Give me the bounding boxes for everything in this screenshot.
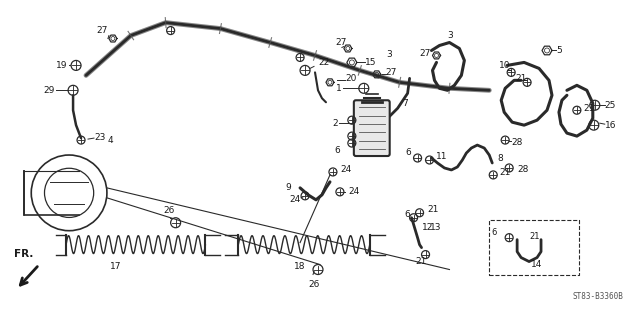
Text: 27: 27 <box>335 38 347 47</box>
Text: 20: 20 <box>345 74 356 83</box>
Text: 29: 29 <box>43 86 55 95</box>
Text: 6: 6 <box>406 148 412 156</box>
Text: 26: 26 <box>164 206 175 215</box>
Text: 25: 25 <box>605 101 616 110</box>
Text: 21: 21 <box>529 232 540 241</box>
Text: 6: 6 <box>491 228 497 237</box>
Text: 21: 21 <box>427 205 439 214</box>
FancyBboxPatch shape <box>354 100 390 156</box>
Text: 10: 10 <box>499 61 511 70</box>
Text: 26: 26 <box>308 280 319 289</box>
Text: 21: 21 <box>515 74 527 83</box>
Text: 2: 2 <box>332 119 338 128</box>
Text: 21: 21 <box>415 257 427 266</box>
Text: 16: 16 <box>605 121 616 130</box>
Text: 28: 28 <box>511 138 522 147</box>
Text: 7: 7 <box>403 99 408 108</box>
Text: 27: 27 <box>96 26 108 35</box>
Text: 3: 3 <box>387 50 392 59</box>
Text: 9: 9 <box>285 183 291 192</box>
Text: 24: 24 <box>289 195 301 204</box>
Text: ST83-B3360B: ST83-B3360B <box>573 292 624 301</box>
Text: 4: 4 <box>108 136 113 145</box>
Text: 5: 5 <box>556 46 562 55</box>
Text: 12: 12 <box>422 223 433 232</box>
Text: 8: 8 <box>497 154 503 163</box>
Text: 28: 28 <box>517 165 529 174</box>
Text: 22: 22 <box>318 58 329 67</box>
Text: 24: 24 <box>340 165 351 174</box>
Text: 21: 21 <box>499 168 511 178</box>
Text: 6: 6 <box>334 146 340 155</box>
Text: 23: 23 <box>94 132 105 141</box>
Text: 3: 3 <box>447 31 453 40</box>
Text: 18: 18 <box>294 262 306 271</box>
Text: 14: 14 <box>531 260 543 269</box>
Text: 19: 19 <box>56 61 68 70</box>
Text: 24: 24 <box>348 188 359 196</box>
Text: 17: 17 <box>110 262 122 271</box>
Text: 11: 11 <box>436 151 447 161</box>
Text: 13: 13 <box>429 223 441 232</box>
Text: 21: 21 <box>584 104 595 113</box>
Text: 6: 6 <box>404 210 410 219</box>
Text: 15: 15 <box>365 58 376 67</box>
Text: 27: 27 <box>386 68 397 77</box>
Text: 1: 1 <box>336 84 341 93</box>
Text: FR.: FR. <box>13 249 33 259</box>
Text: 27: 27 <box>420 49 431 58</box>
